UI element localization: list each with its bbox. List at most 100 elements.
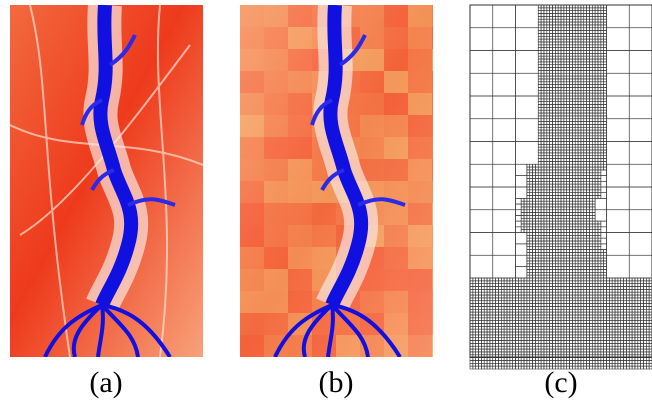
texture-block	[360, 137, 384, 159]
texture-block	[432, 49, 456, 71]
texture-block	[240, 159, 264, 181]
texture-block	[384, 291, 408, 313]
texture-block	[288, 5, 312, 27]
mesh-cell	[507, 358, 510, 361]
texture-block	[408, 335, 432, 357]
mesh-cell	[516, 358, 519, 361]
mesh-cell	[533, 366, 536, 369]
mesh-cell	[516, 363, 519, 366]
mesh-cell	[618, 358, 621, 361]
mesh-cell	[498, 358, 501, 361]
texture-block	[288, 137, 312, 159]
texture-block	[288, 27, 312, 49]
texture-block	[240, 291, 264, 313]
mesh-cell	[609, 366, 612, 369]
texture-block	[360, 291, 384, 313]
mesh-cell	[618, 363, 621, 366]
mesh-cell	[481, 363, 484, 366]
mesh-cell	[621, 358, 624, 361]
mesh-cell	[501, 358, 504, 361]
mesh-cell	[567, 360, 570, 363]
mesh-cell	[564, 358, 567, 361]
mesh-cell	[530, 358, 533, 361]
texture-block	[360, 115, 384, 137]
mesh-cell	[493, 366, 496, 369]
mesh-cell	[470, 358, 473, 361]
texture-block	[432, 5, 456, 27]
texture-block	[432, 225, 456, 247]
mesh-cell	[629, 360, 632, 363]
mesh-cell	[473, 366, 476, 369]
panel-b-image	[240, 5, 456, 357]
texture-block	[432, 335, 456, 357]
texture-block	[288, 247, 312, 269]
mesh-cell	[552, 360, 555, 363]
mesh-cell	[641, 363, 644, 366]
texture-block	[408, 203, 432, 225]
mesh-cell	[476, 358, 479, 361]
mesh-cell	[555, 360, 558, 363]
mesh-cell	[589, 360, 592, 363]
mesh-cell	[589, 363, 592, 366]
mesh-cell	[572, 360, 575, 363]
mesh-cell	[638, 358, 641, 361]
texture-block	[312, 225, 336, 247]
mesh-cell	[618, 366, 621, 369]
mesh-cell	[598, 360, 601, 363]
mesh-cell	[533, 360, 536, 363]
mesh-cell	[598, 358, 601, 361]
mesh-cell	[504, 360, 507, 363]
texture-block	[288, 181, 312, 203]
mesh-cell	[533, 363, 536, 366]
mesh-cell	[635, 358, 638, 361]
mesh-cell	[581, 363, 584, 366]
mesh-cell	[507, 360, 510, 363]
mesh-cell	[587, 363, 590, 366]
mesh-cell	[516, 366, 519, 369]
mesh-cell	[510, 358, 513, 361]
mesh-cell	[604, 358, 607, 361]
mesh-cell	[595, 360, 598, 363]
texture-block	[240, 49, 264, 71]
mesh-cell	[621, 366, 624, 369]
mesh-cell	[592, 363, 595, 366]
mesh-cell	[607, 366, 610, 369]
texture-block	[384, 49, 408, 71]
mesh-cell	[612, 363, 615, 366]
mesh-cell	[487, 363, 490, 366]
texture-block	[264, 93, 288, 115]
mesh-cell	[533, 358, 536, 361]
texture-block	[288, 269, 312, 291]
mesh-cell	[479, 363, 482, 366]
mesh-cell	[598, 363, 601, 366]
mesh-cell	[481, 366, 484, 369]
texture-block	[408, 181, 432, 203]
mesh-cell	[601, 363, 604, 366]
mesh-cell	[581, 358, 584, 361]
texture-block	[384, 247, 408, 269]
mesh-cell	[643, 358, 646, 361]
texture-block	[432, 203, 456, 225]
mesh-cell	[615, 358, 618, 361]
texture-block	[264, 137, 288, 159]
mesh-cell	[601, 366, 604, 369]
mesh-cell	[643, 366, 646, 369]
mesh-cell	[635, 366, 638, 369]
mesh-cell	[578, 366, 581, 369]
texture-block	[240, 225, 264, 247]
texture-block	[432, 159, 456, 181]
mesh-cell	[624, 358, 627, 361]
mesh-cell	[604, 366, 607, 369]
mesh-cell	[510, 360, 513, 363]
texture-block	[432, 115, 456, 137]
mesh-cell	[479, 366, 482, 369]
texture-block	[264, 5, 288, 27]
mesh-cell	[498, 360, 501, 363]
mesh-cell	[513, 358, 516, 361]
mesh-cell	[493, 358, 496, 361]
mesh-cell	[624, 366, 627, 369]
texture-block	[264, 247, 288, 269]
mesh-cell	[490, 358, 493, 361]
mesh-cell	[527, 358, 530, 361]
texture-block	[408, 313, 432, 335]
